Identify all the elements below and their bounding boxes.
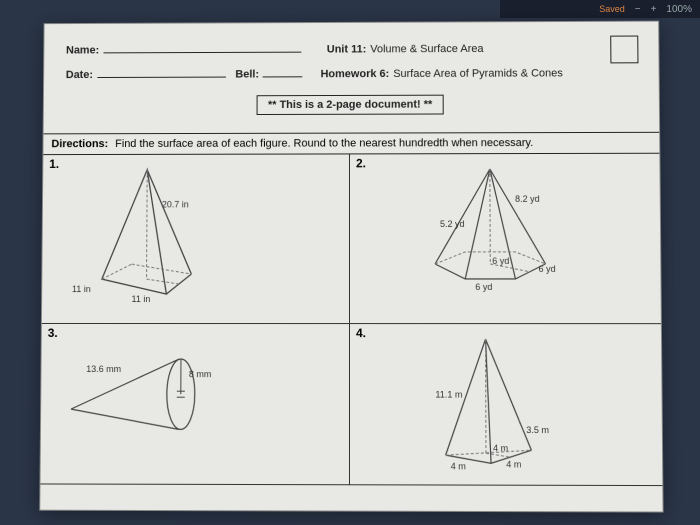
hw-text: Surface Area of Pyramids & Cones	[393, 68, 563, 82]
problem-number: 4.	[356, 326, 366, 340]
problem-number: 1.	[49, 157, 59, 171]
unit-text: Volume & Surface Area	[370, 43, 483, 55]
dim-r: 8 mm	[189, 369, 212, 379]
hw-label: Homework 6:	[321, 68, 390, 80]
problem-number: 2.	[356, 157, 366, 171]
dim-side1: 6 yd	[538, 264, 555, 274]
date-blank	[97, 66, 226, 78]
zoom-level: 100%	[666, 4, 692, 15]
directions-label: Directions:	[51, 138, 108, 150]
dim-b1: 4 m	[493, 443, 508, 453]
name-blank	[103, 41, 301, 54]
dim-base: 11 in	[131, 294, 150, 304]
dim-side2: 6 yd	[475, 282, 492, 292]
score-box	[610, 36, 638, 64]
problem-number: 3.	[48, 326, 58, 340]
page-notice: ** This is a 2-page document! **	[257, 95, 443, 115]
dim-b2: 4 m	[451, 461, 466, 471]
cone-figure	[61, 349, 221, 450]
directions-row: Directions: Find the surface area of eac…	[43, 132, 659, 155]
zoom-in[interactable]: +	[651, 4, 657, 15]
pyramid-figure	[92, 165, 222, 304]
bell-blank	[263, 65, 303, 77]
dim-h: 5.2 yd	[440, 219, 465, 229]
problem-4: 4. 11.1 m 3.5 m 4 m 4 m 4 m	[350, 324, 662, 486]
dim-apothem: 6 yd	[492, 256, 509, 266]
zoom-out[interactable]: −	[635, 4, 641, 15]
date-label: Date:	[66, 69, 93, 81]
dim-slant: 8.2 yd	[515, 194, 540, 204]
problem-3: 3. 13.6 mm 8 mm	[40, 324, 350, 485]
worksheet-page: Name: Unit 11: Volume & Surface Area Dat…	[39, 21, 663, 513]
dim-slant: 20.7 in	[162, 200, 189, 210]
dim-slant: 13.6 mm	[86, 364, 121, 374]
dim-slant: 3.5 m	[526, 425, 549, 435]
problem-grid: 1. 20.7 in 11 in 11 in 2.	[40, 154, 662, 486]
directions-text: Find the surface area of each figure. Ro…	[115, 137, 533, 150]
dim-h: 11.1 m	[435, 390, 462, 400]
worksheet-header: Name: Unit 11: Volume & Surface Area Dat…	[44, 22, 659, 128]
dim-b3: 4 m	[506, 460, 521, 470]
window-topbar: Saved − + 100%	[500, 0, 700, 18]
saved-indicator: Saved	[599, 4, 625, 14]
unit-label: Unit 11:	[327, 44, 366, 56]
problem-1: 1. 20.7 in 11 in 11 in	[42, 155, 350, 325]
name-label: Name:	[66, 45, 99, 57]
dim-base2: 11 in	[72, 284, 91, 294]
problem-2: 2. 8.2 yd 5.2 yd 6 yd 6 yd 6 yd	[350, 154, 661, 324]
bell-label: Bell:	[235, 69, 259, 81]
